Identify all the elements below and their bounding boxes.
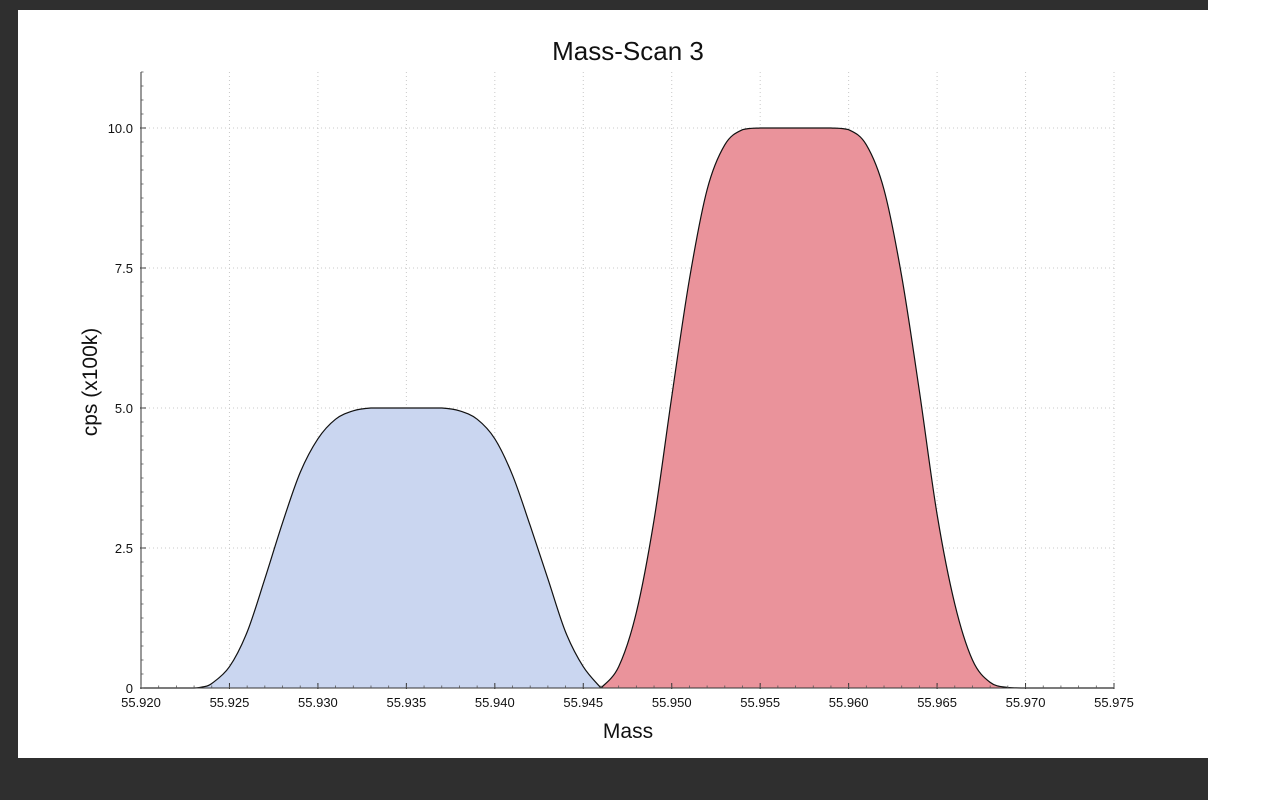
mass-scan-chart: 55.920 55.925 55.930 55.935 55.940 55.945 55.9… — [79, 36, 1134, 743]
x-tick-label: 55.920 — [121, 695, 161, 710]
y-axis-ticks: 0 2.5 5.0 7.5 10.0 — [108, 71, 146, 696]
x-tick-label: 55.955 — [740, 695, 780, 710]
window-frame-left — [0, 0, 18, 800]
series-2-line — [600, 127, 1114, 689]
x-tick-label: 55.925 — [210, 695, 250, 710]
series-2-area — [600, 128, 1114, 688]
chart-title: Mass-Scan 3 — [552, 36, 704, 66]
desktop-background — [1208, 0, 1280, 800]
x-tick-label: 55.970 — [1006, 695, 1046, 710]
x-tick-label: 55.930 — [298, 695, 338, 710]
x-axis-ticks: 55.920 55.925 55.930 55.935 55.940 55.945 55.9… — [121, 683, 1134, 710]
x-tick-label: 55.965 — [917, 695, 957, 710]
y-axis-label: cps (x100k) — [79, 328, 102, 437]
y-tick-label: 7.5 — [115, 261, 133, 276]
x-axis-label: Mass — [603, 720, 653, 743]
y-tick-label: 0 — [126, 681, 133, 696]
x-tick-label: 55.960 — [829, 695, 869, 710]
y-tick-label: 5.0 — [115, 401, 133, 416]
series-1-area — [141, 408, 601, 688]
x-tick-label: 55.950 — [652, 695, 692, 710]
window-frame-top — [0, 0, 1208, 10]
series-1-line — [140, 407, 602, 689]
grid-lines — [141, 72, 1115, 688]
chart-panel — [18, 10, 1208, 758]
x-tick-label: 55.945 — [563, 695, 603, 710]
x-tick-label: 55.975 — [1094, 695, 1134, 710]
x-tick-label: 55.940 — [475, 695, 515, 710]
y-tick-label: 2.5 — [115, 541, 133, 556]
window-frame-bottom — [0, 758, 1208, 800]
x-tick-label: 55.935 — [386, 695, 426, 710]
y-tick-label: 10.0 — [108, 121, 133, 136]
series-areas — [140, 127, 1114, 689]
